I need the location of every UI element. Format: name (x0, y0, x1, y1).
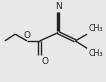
Text: CH₃: CH₃ (88, 49, 103, 58)
Text: O: O (24, 31, 31, 40)
Text: N: N (55, 2, 61, 11)
Text: CH₃: CH₃ (88, 24, 103, 33)
Text: O: O (42, 57, 49, 66)
